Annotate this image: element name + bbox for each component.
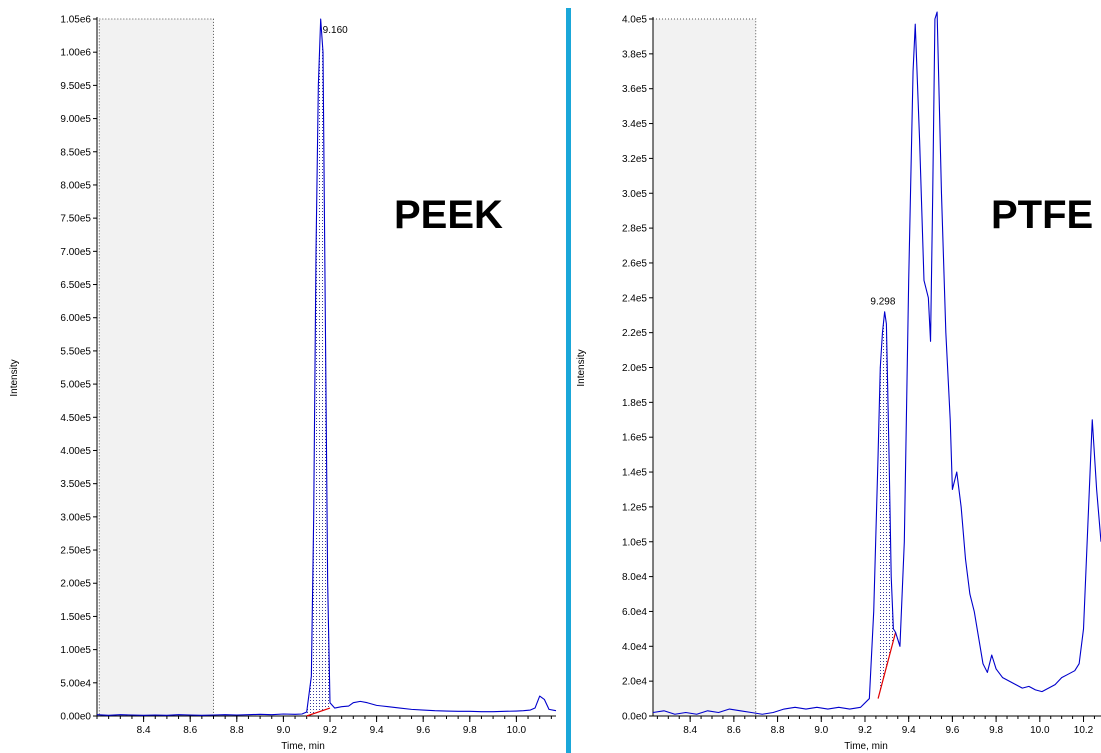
peek-material-label: PEEK <box>394 193 503 237</box>
peek-x-tick-label: 9.8 <box>463 725 477 736</box>
ptfe-x-tick-label: 10.2 <box>1074 725 1094 736</box>
peek-y-tick-label: 9.50e5 <box>60 81 91 92</box>
peek-y-tick-label: 1.00e6 <box>60 48 91 59</box>
peek-excluded-rect <box>98 18 214 717</box>
ptfe-y-tick-label: 3.6e5 <box>622 84 647 95</box>
ptfe-y-tick-label: 3.8e5 <box>622 49 647 60</box>
ptfe-y-tick-label: 2.6e5 <box>622 258 647 269</box>
ptfe-y-axis: 0.0e0 2.0e4 4.0e4 6.0e4 8.0e4 1.0e5 1.2e5 1.4e5… <box>622 15 654 723</box>
ptfe-y-tick-label: 3.2e5 <box>622 154 647 165</box>
peek-y-axis-title: Intensity <box>9 359 20 396</box>
peek-y-tick-label: 5.00e5 <box>60 380 91 391</box>
ptfe-x-axis: 8.4 8.6 8.8 9.0 9.2 9.4 9.6 9.8 10.0 10.2 <box>653 715 1101 736</box>
ptfe-y-tick-label: 1.4e5 <box>622 468 647 479</box>
peek-y-tick-label: 6.00e5 <box>60 313 91 324</box>
ptfe-x-tick-label: 9.2 <box>858 725 872 736</box>
peek-y-tick-label: 7.50e5 <box>60 214 91 225</box>
ptfe-material-label: PTFE <box>991 193 1093 237</box>
ptfe-y-tick-label: 4.0e5 <box>622 15 647 26</box>
peek-y-tick-label: 3.00e5 <box>60 512 91 523</box>
ptfe-y-tick-label: 3.4e5 <box>622 119 647 130</box>
ptfe-y-tick-label: 2.8e5 <box>622 224 647 235</box>
peek-y-tick-label: 5.00e4 <box>60 678 91 689</box>
peek-y-tick-label: 5.50e5 <box>60 346 91 357</box>
ptfe-integration-baseline <box>877 632 897 699</box>
ptfe-peak-label: 9.298 <box>870 297 895 308</box>
ptfe-y-axis-title: Intensity <box>576 349 587 386</box>
peek-x-tick-label: 9.4 <box>370 725 384 736</box>
peek-chromatogram-trace <box>96 18 557 716</box>
ptfe-y-tick-label: 2.0e5 <box>622 363 647 374</box>
peek-y-tick-label: 3.50e5 <box>60 479 91 490</box>
peek-chart-panel: 0.00e0 5.00e4 1.00e5 1.50e5 2.00e5 2.50e5 3.00… <box>9 15 557 752</box>
ptfe-chromatogram-trace <box>652 11 1101 715</box>
ptfe-series-line <box>652 11 1101 715</box>
ptfe-y-tick-label: 0.0e0 <box>622 712 647 723</box>
peek-y-tick-label: 1.05e6 <box>60 15 91 26</box>
ptfe-x-tick-label: 9.8 <box>989 725 1003 736</box>
ptfe-x-tick-label: 9.0 <box>814 725 828 736</box>
peek-y-tick-label: 8.00e5 <box>60 180 91 191</box>
ptfe-y-tick-label: 2.0e4 <box>622 677 647 688</box>
ptfe-y-tick-label: 2.2e5 <box>622 328 647 339</box>
peek-y-tick-label: 4.50e5 <box>60 413 91 424</box>
peek-x-tick-label: 8.8 <box>230 725 244 736</box>
ptfe-excluded-region <box>652 18 757 717</box>
ptfe-integration-area <box>877 311 897 699</box>
peek-y-tick-label: 7.00e5 <box>60 247 91 258</box>
peek-x-tick-label: 8.4 <box>137 725 151 736</box>
peek-x-axis-title: Time, min <box>281 741 325 752</box>
peek-series-line <box>96 18 557 716</box>
panel-divider <box>566 8 571 753</box>
peek-integration-baseline <box>306 707 331 717</box>
peek-y-tick-label: 6.50e5 <box>60 280 91 291</box>
peek-y-tick-label: 2.50e5 <box>60 546 91 557</box>
ptfe-x-tick-label: 8.6 <box>727 725 741 736</box>
ptfe-x-tick-label: 9.6 <box>945 725 959 736</box>
peek-x-tick-label: 9.6 <box>416 725 430 736</box>
ptfe-y-tick-label: 6.0e4 <box>622 607 647 618</box>
peek-x-tick-label: 8.6 <box>183 725 197 736</box>
peek-y-tick-label: 9.00e5 <box>60 114 91 125</box>
peek-excluded-region <box>98 18 214 717</box>
peek-x-tick-label: 10.0 <box>507 725 527 736</box>
ptfe-x-tick-label: 9.4 <box>902 725 916 736</box>
peek-y-tick-label: 1.50e5 <box>60 612 91 623</box>
ptfe-integrated-area <box>878 311 896 699</box>
ptfe-x-axis-title: Time, min <box>844 741 888 752</box>
ptfe-y-tick-label: 1.0e5 <box>622 537 647 548</box>
peek-y-tick-label: 2.00e5 <box>60 579 91 590</box>
peek-x-tick-label: 9.0 <box>276 725 290 736</box>
peek-x-axis: 8.4 8.6 8.8 9.0 9.2 9.4 9.6 9.8 10.0 <box>96 715 556 736</box>
peek-y-tick-label: 0.00e0 <box>60 712 91 723</box>
ptfe-y-tick-label: 1.2e5 <box>622 502 647 513</box>
ptfe-y-tick-label: 1.8e5 <box>622 398 647 409</box>
ptfe-y-tick-label: 4.0e4 <box>622 642 647 653</box>
peek-x-tick-label: 9.2 <box>323 725 337 736</box>
ptfe-excluded-rect <box>652 18 757 717</box>
peek-peak-label: 9.160 <box>323 25 348 36</box>
ptfe-y-tick-label: 1.6e5 <box>622 433 647 444</box>
ptfe-y-tick-label: 2.4e5 <box>622 293 647 304</box>
ptfe-x-tick-label: 10.0 <box>1030 725 1050 736</box>
ptfe-x-tick-label: 8.4 <box>683 725 697 736</box>
ptfe-y-tick-label: 8.0e4 <box>622 572 647 583</box>
peek-y-tick-label: 1.00e5 <box>60 645 91 656</box>
peek-y-tick-label: 4.00e5 <box>60 446 91 457</box>
ptfe-x-tick-label: 8.8 <box>771 725 785 736</box>
peek-y-axis: 0.00e0 5.00e4 1.00e5 1.50e5 2.00e5 2.50e5 3.00… <box>60 15 98 723</box>
peek-y-tick-label: 8.50e5 <box>60 147 91 158</box>
ptfe-chart-panel: 0.0e0 2.0e4 4.0e4 6.0e4 8.0e4 1.0e5 1.2e5 1.4e5… <box>576 11 1101 752</box>
ptfe-y-tick-label: 3.0e5 <box>622 189 647 200</box>
